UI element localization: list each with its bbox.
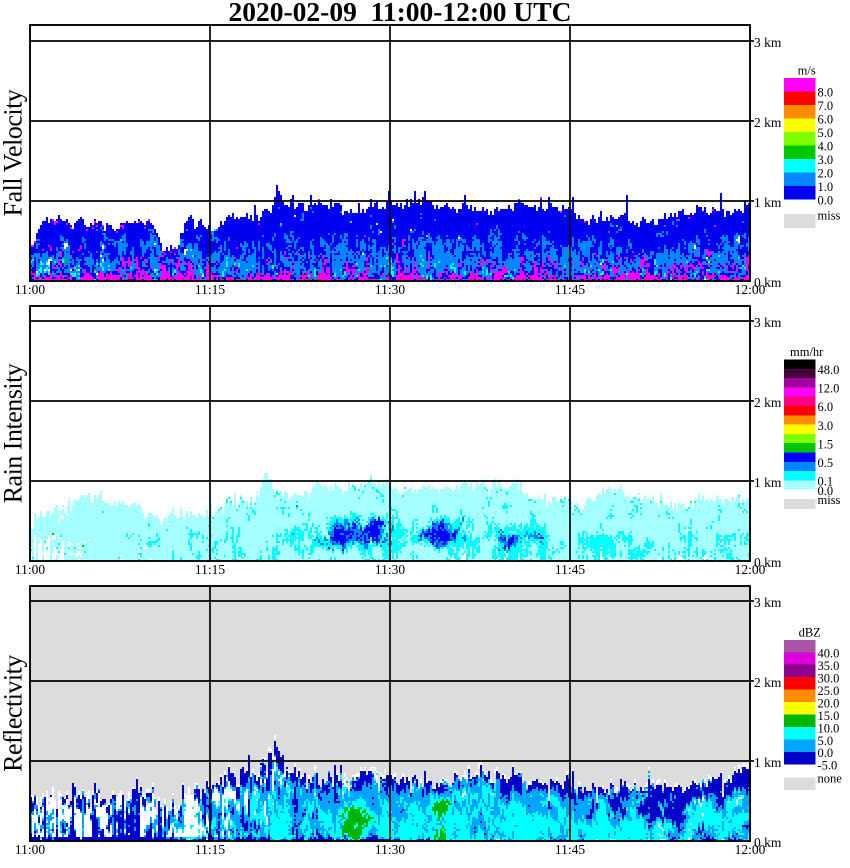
svg-text:10.0: 10.0: [818, 721, 840, 735]
svg-text:2020-02-09 11:00-12:00 UTC: 2020-02-09 11:00-12:00 UTC: [229, 0, 572, 27]
svg-text:Reflectivity: Reflectivity: [0, 655, 28, 772]
svg-text:5.0: 5.0: [818, 734, 834, 748]
svg-text:0 km: 0 km: [754, 835, 782, 850]
svg-text:0.0: 0.0: [818, 484, 834, 498]
svg-text:0.0: 0.0: [818, 746, 834, 760]
svg-text:12:00: 12:00: [735, 842, 766, 857]
svg-text:8.0: 8.0: [818, 86, 834, 100]
svg-text:12:00: 12:00: [735, 282, 766, 297]
svg-text:4.0: 4.0: [818, 140, 834, 154]
svg-text:2 km: 2 km: [754, 675, 782, 690]
svg-text:1 km: 1 km: [754, 195, 782, 210]
svg-text:11:15: 11:15: [195, 282, 225, 297]
svg-text:11:15: 11:15: [195, 562, 225, 577]
svg-text:1.5: 1.5: [818, 437, 834, 451]
svg-text:Fall Velocity: Fall Velocity: [0, 89, 28, 216]
svg-text:40.0: 40.0: [818, 647, 840, 661]
svg-text:11:30: 11:30: [375, 282, 405, 297]
svg-text:0.5: 0.5: [818, 456, 834, 470]
svg-text:11:00: 11:00: [15, 562, 45, 577]
svg-text:11:45: 11:45: [555, 562, 585, 577]
svg-text:m/s: m/s: [798, 64, 816, 78]
svg-text:6.0: 6.0: [818, 113, 834, 127]
svg-text:1.0: 1.0: [818, 180, 834, 194]
svg-text:1 km: 1 km: [754, 475, 782, 490]
svg-text:11:00: 11:00: [15, 842, 45, 857]
svg-text:25.0: 25.0: [818, 684, 840, 698]
svg-text:1 km: 1 km: [754, 755, 782, 770]
svg-text:35.0: 35.0: [818, 659, 840, 673]
svg-text:11:45: 11:45: [555, 842, 585, 857]
svg-text:15.0: 15.0: [818, 709, 840, 723]
svg-text:-5.0: -5.0: [818, 759, 838, 773]
svg-text:5.0: 5.0: [818, 126, 834, 140]
svg-text:3 km: 3 km: [754, 595, 782, 610]
svg-text:2 km: 2 km: [754, 395, 782, 410]
svg-text:12:00: 12:00: [735, 562, 766, 577]
svg-text:miss: miss: [818, 208, 841, 222]
svg-text:0.1: 0.1: [818, 475, 834, 489]
svg-text:11:00: 11:00: [15, 282, 45, 297]
svg-text:0 km: 0 km: [754, 555, 782, 570]
svg-text:12.0: 12.0: [818, 382, 840, 396]
svg-text:11:30: 11:30: [375, 562, 405, 577]
svg-text:7.0: 7.0: [818, 99, 834, 113]
svg-text:3.0: 3.0: [818, 419, 834, 433]
svg-text:3 km: 3 km: [754, 315, 782, 330]
svg-text:48.0: 48.0: [818, 363, 840, 377]
svg-text:2 km: 2 km: [754, 115, 782, 130]
svg-text:none: none: [818, 772, 843, 786]
svg-text:dBZ: dBZ: [799, 625, 821, 639]
svg-text:6.0: 6.0: [818, 400, 834, 414]
svg-text:0 km: 0 km: [754, 275, 782, 290]
svg-text:0.0: 0.0: [818, 194, 834, 208]
svg-text:2.0: 2.0: [818, 167, 834, 181]
svg-text:3.0: 3.0: [818, 153, 834, 167]
svg-text:30.0: 30.0: [818, 671, 840, 685]
svg-text:11:45: 11:45: [555, 282, 585, 297]
svg-text:11:15: 11:15: [195, 842, 225, 857]
svg-text:Rain Intensity: Rain Intensity: [0, 363, 28, 503]
svg-text:miss: miss: [818, 493, 841, 507]
svg-text:20.0: 20.0: [818, 696, 840, 710]
svg-text:mm/hr: mm/hr: [790, 345, 824, 359]
svg-text:11:30: 11:30: [375, 842, 405, 857]
svg-text:3 km: 3 km: [754, 35, 782, 50]
